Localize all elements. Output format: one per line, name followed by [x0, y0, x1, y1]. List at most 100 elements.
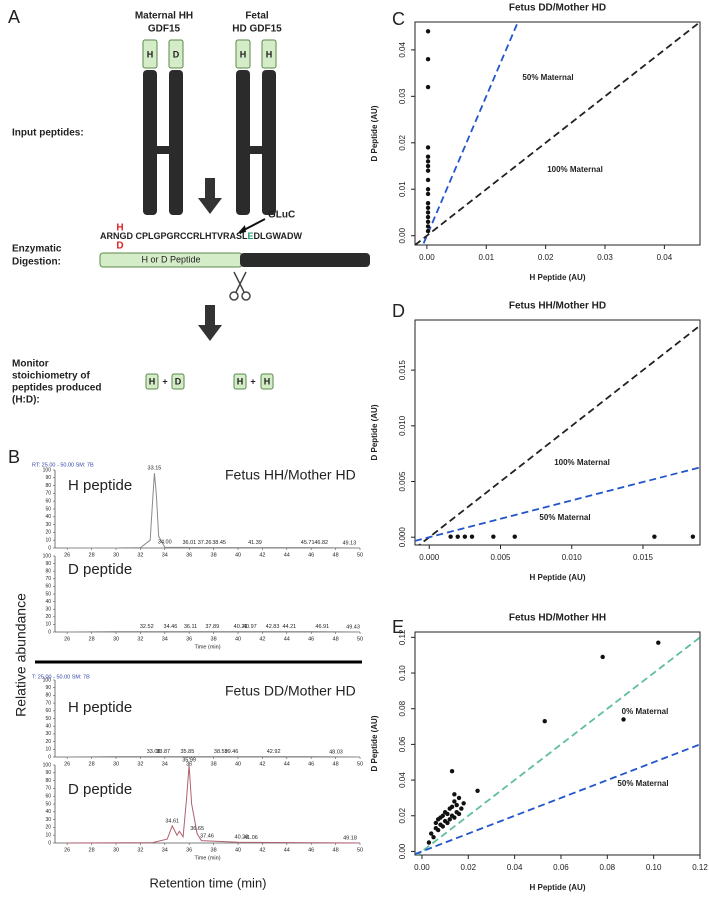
y-tick-label: 20 — [45, 614, 51, 620]
reference-line — [415, 22, 700, 245]
trace-title: D peptide — [68, 781, 132, 798]
point — [431, 834, 436, 840]
peak-label: 35.85 — [180, 749, 194, 755]
y-tick-label: 0.02 — [398, 134, 407, 150]
point — [429, 831, 434, 836]
x-tick-label: 32 — [137, 847, 143, 853]
y-tick-label: 50 — [45, 801, 51, 807]
point — [440, 813, 446, 818]
peptide-bar — [240, 253, 370, 267]
peak-label: 49.43 — [346, 624, 360, 630]
point — [425, 187, 431, 192]
x-tick-label: 0.03 — [597, 253, 613, 262]
reference-line — [415, 743, 700, 855]
point — [425, 210, 431, 215]
line-label: 50% Maternal — [522, 73, 573, 82]
chart-title: Fetus HH/Mother HD — [509, 301, 606, 312]
y-tick-label: 90 — [45, 770, 51, 776]
x-tick-label: 40 — [235, 552, 241, 558]
peak-label: 49.13 — [343, 540, 357, 546]
x-tick-label: 40 — [235, 847, 241, 853]
point — [656, 640, 661, 645]
y-axis-label: Relative abundance — [13, 593, 29, 717]
x-tick-label: 50 — [357, 636, 363, 642]
step-label: (H:D): — [12, 395, 40, 406]
point — [425, 159, 431, 164]
x-tick-label: 46 — [308, 552, 314, 558]
protein-label: GDF15 — [148, 24, 181, 35]
point — [491, 534, 496, 539]
point — [452, 815, 457, 820]
x-tick-label: 38 — [211, 761, 217, 767]
line-label: 50% Maternal — [617, 779, 668, 788]
plot-frame — [414, 631, 701, 856]
trace-header: T: 25.00 - 50.00 SM: 7B — [32, 674, 90, 680]
y-tick-label: 0.04 — [398, 772, 407, 788]
cap-label: H — [147, 49, 154, 59]
y-tick-label: 90 — [45, 475, 51, 481]
y-tick-label: 0.10 — [398, 665, 407, 681]
y-tick-label: 0 — [48, 840, 51, 846]
peak-label: 33.87 — [156, 749, 170, 755]
step-label: Monitor — [12, 359, 49, 370]
x-axis-label: Time (min) — [194, 644, 220, 650]
peak-label: 36.01 — [182, 540, 196, 546]
y-tick-label: 10 — [45, 833, 51, 839]
sequence: ARNGD CPLGPGRCCRLHTVRASLEDLGWADW — [100, 231, 303, 241]
x-tick-label: 50 — [357, 552, 363, 558]
x-tick-label: 28 — [89, 552, 95, 558]
x-tick-label: 44 — [284, 761, 290, 767]
x-tick-label: 0.00 — [419, 253, 435, 262]
x-tick-label: 0.04 — [507, 863, 523, 872]
x-tick-label: 32 — [137, 552, 143, 558]
x-tick-label: 0.005 — [490, 553, 511, 562]
y-tick-label: 0.02 — [398, 807, 407, 823]
x-tick-label: 0.12 — [692, 863, 708, 872]
point — [425, 163, 431, 169]
peak-label: 44.21 — [282, 624, 296, 630]
y-axis-label: D Peptide (AU) — [370, 404, 379, 460]
y-tick-label: 0.06 — [398, 736, 407, 752]
enzyme-label: GLuC — [268, 210, 295, 221]
peak-label: 38.45 — [212, 540, 226, 546]
y-tick-label: 80 — [45, 483, 51, 489]
x-tick-label: 44 — [284, 636, 290, 642]
point — [445, 811, 450, 817]
trace-annotation: Fetus DD/Mother HD — [225, 683, 356, 699]
x-tick-label: 30 — [113, 847, 119, 853]
point — [462, 534, 468, 539]
point — [452, 792, 457, 797]
step-label: Enzymatic — [12, 244, 62, 255]
y-tick-label: 100 — [43, 762, 52, 768]
peak-label: 37.26 — [198, 540, 212, 546]
reference-line — [415, 636, 700, 855]
x-axis-label: H Peptide (AU) — [530, 273, 586, 282]
y-tick-label: 60 — [45, 499, 51, 505]
y-tick-label: 30 — [45, 731, 51, 737]
y-tick-label: 60 — [45, 708, 51, 714]
x-tick-label: 36 — [186, 761, 192, 767]
point — [600, 654, 605, 660]
x-tick-label: 0.06 — [553, 863, 569, 872]
peak-label: 36.65 — [190, 826, 204, 832]
x-tick-label: 36 — [186, 552, 192, 558]
product-boxes — [145, 373, 274, 390]
x-tick-label: 38 — [211, 636, 217, 642]
point — [459, 806, 464, 811]
substitution: H — [116, 223, 123, 234]
plus: + — [250, 376, 255, 386]
peak-label: 38.59 — [214, 749, 228, 755]
x-tick-label: 0.015 — [633, 553, 654, 562]
point — [445, 820, 450, 826]
y-tick-label: 0.00 — [398, 843, 407, 859]
point — [456, 811, 462, 817]
y-tick-label: 40 — [45, 724, 51, 730]
x-tick-label: 44 — [284, 847, 290, 853]
point — [621, 717, 626, 722]
cap-label: H — [240, 49, 247, 59]
point — [425, 177, 431, 183]
x-tick-label: 34 — [162, 552, 168, 558]
point — [452, 799, 457, 804]
maternal-protein — [142, 39, 184, 215]
